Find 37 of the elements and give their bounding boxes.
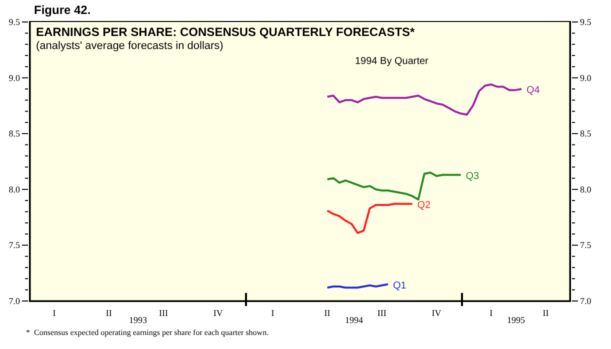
x-tick-label: II bbox=[106, 308, 112, 318]
series-label: Q4 bbox=[526, 84, 540, 96]
text: 1994 bbox=[345, 315, 363, 325]
x-tick-label: II bbox=[324, 308, 330, 318]
x-tick-label: IV bbox=[432, 308, 442, 318]
x-tick-label: I bbox=[490, 308, 493, 318]
y2-tick-label: 9.5 bbox=[580, 17, 592, 27]
series-label: Q1 bbox=[392, 280, 407, 292]
x-tick-label: III bbox=[158, 308, 168, 318]
x-tick-label: III bbox=[377, 308, 386, 318]
y2-tick-label: 9.0 bbox=[580, 72, 592, 83]
line-series bbox=[326, 172, 462, 200]
y-tick-label: 7.5 bbox=[8, 240, 20, 250]
y-tick-label: 9.0 bbox=[8, 72, 20, 83]
series-label: Q2 bbox=[417, 200, 432, 211]
y2-tick-label: 7.0 bbox=[580, 296, 592, 306]
y-tick-label: 8.5 bbox=[8, 128, 20, 139]
text: 1993 bbox=[129, 315, 147, 325]
line-series bbox=[326, 202, 414, 234]
text: (analysts' average forecasts in dollars) bbox=[36, 40, 224, 52]
y2-tick-label: 7.5 bbox=[580, 240, 592, 250]
text: 1995 bbox=[507, 315, 525, 325]
y-tick-label: 8.0 bbox=[8, 184, 20, 194]
x-tick-label: IV bbox=[213, 308, 224, 318]
y2-tick-label: 8.5 bbox=[580, 128, 592, 139]
text: * Consensus expected operating earnings per share for each quarter shown. bbox=[26, 328, 269, 337]
y-tick-label: 7.0 bbox=[8, 296, 20, 306]
y2-tick-label: 8.0 bbox=[580, 184, 592, 194]
annotation: 1994 By Quarter bbox=[355, 56, 428, 67]
chart-title: EARNINGS PER SHARE: CONSENSUS QUARTERLY FORECASTS* bbox=[36, 25, 415, 39]
x-tick-label: I bbox=[52, 308, 56, 318]
series-label: Q3 bbox=[466, 170, 480, 182]
line-series bbox=[326, 83, 522, 116]
caption: Figure 42. bbox=[34, 3, 91, 17]
y-tick-label: 9.5 bbox=[8, 17, 20, 27]
x-tick-label: I bbox=[271, 308, 274, 318]
x-tick-label: II bbox=[542, 308, 549, 318]
